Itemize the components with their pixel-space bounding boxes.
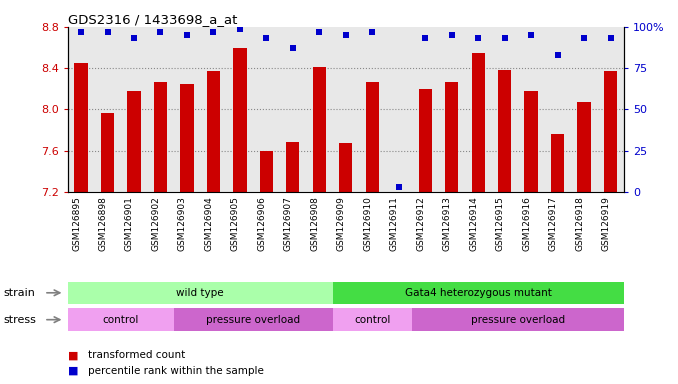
Text: GSM126895: GSM126895 — [72, 197, 81, 251]
Point — [367, 29, 378, 35]
Text: GSM126905: GSM126905 — [231, 197, 240, 251]
Text: GSM126916: GSM126916 — [522, 197, 531, 251]
Text: GSM126908: GSM126908 — [311, 197, 319, 251]
Bar — [286, 142, 300, 192]
Text: GSM126915: GSM126915 — [496, 197, 504, 251]
Bar — [313, 67, 326, 192]
Point — [102, 29, 113, 35]
Bar — [418, 89, 432, 192]
Bar — [551, 134, 564, 192]
Bar — [260, 151, 273, 192]
Bar — [101, 113, 114, 192]
Text: control: control — [354, 314, 391, 325]
Text: GSM126904: GSM126904 — [204, 197, 214, 251]
Point — [76, 29, 87, 35]
Text: GSM126911: GSM126911 — [390, 197, 399, 251]
Bar — [75, 63, 87, 192]
Bar — [174, 308, 332, 331]
Bar — [233, 48, 247, 192]
Point — [208, 29, 219, 35]
Point — [552, 52, 563, 58]
Text: stress: stress — [3, 314, 36, 325]
Text: ■: ■ — [68, 350, 78, 360]
Point — [182, 32, 193, 38]
Bar — [339, 144, 353, 192]
Point — [525, 32, 536, 38]
Bar — [445, 81, 458, 192]
Bar — [154, 81, 167, 192]
Text: transformed count: transformed count — [88, 350, 185, 360]
Text: GSM126910: GSM126910 — [363, 197, 372, 251]
Bar — [471, 53, 485, 192]
Text: percentile rank within the sample: percentile rank within the sample — [88, 366, 264, 376]
Point — [235, 25, 245, 31]
Point — [261, 35, 272, 41]
Bar — [68, 308, 174, 331]
Point — [420, 35, 431, 41]
Point — [578, 35, 589, 41]
Text: GDS2316 / 1433698_a_at: GDS2316 / 1433698_a_at — [68, 13, 237, 26]
Point — [340, 32, 351, 38]
Text: GSM126913: GSM126913 — [443, 197, 452, 251]
Point — [499, 35, 510, 41]
Text: GSM126898: GSM126898 — [98, 197, 108, 251]
Text: strain: strain — [3, 288, 35, 298]
Text: GSM126902: GSM126902 — [151, 197, 161, 251]
Text: GSM126919: GSM126919 — [601, 197, 610, 251]
Bar — [180, 84, 193, 192]
Text: GSM126917: GSM126917 — [549, 197, 557, 251]
Text: GSM126912: GSM126912 — [416, 197, 425, 251]
Text: GSM126918: GSM126918 — [575, 197, 584, 251]
Bar — [127, 91, 140, 192]
Bar — [525, 91, 538, 192]
Text: control: control — [102, 314, 139, 325]
Bar — [412, 308, 624, 331]
Bar — [604, 71, 617, 192]
Text: wild type: wild type — [176, 288, 224, 298]
Bar — [365, 81, 379, 192]
Bar — [578, 102, 591, 192]
Text: GSM126907: GSM126907 — [284, 197, 293, 251]
Point — [393, 184, 404, 190]
Point — [473, 35, 483, 41]
Text: GSM126906: GSM126906 — [258, 197, 266, 251]
Text: GSM126909: GSM126909 — [337, 197, 346, 251]
Text: GSM126903: GSM126903 — [178, 197, 187, 251]
Text: Gata4 heterozygous mutant: Gata4 heterozygous mutant — [405, 288, 552, 298]
Point — [446, 32, 457, 38]
Bar — [207, 71, 220, 192]
Bar — [332, 308, 412, 331]
Point — [129, 35, 140, 41]
Text: ■: ■ — [68, 366, 78, 376]
Text: GSM126914: GSM126914 — [469, 197, 478, 251]
Point — [605, 35, 616, 41]
Text: pressure overload: pressure overload — [206, 314, 300, 325]
Bar — [498, 70, 511, 192]
Bar — [68, 281, 332, 304]
Text: pressure overload: pressure overload — [471, 314, 565, 325]
Point — [155, 29, 166, 35]
Point — [287, 45, 298, 51]
Point — [314, 29, 325, 35]
Text: GSM126901: GSM126901 — [125, 197, 134, 251]
Bar — [332, 281, 624, 304]
